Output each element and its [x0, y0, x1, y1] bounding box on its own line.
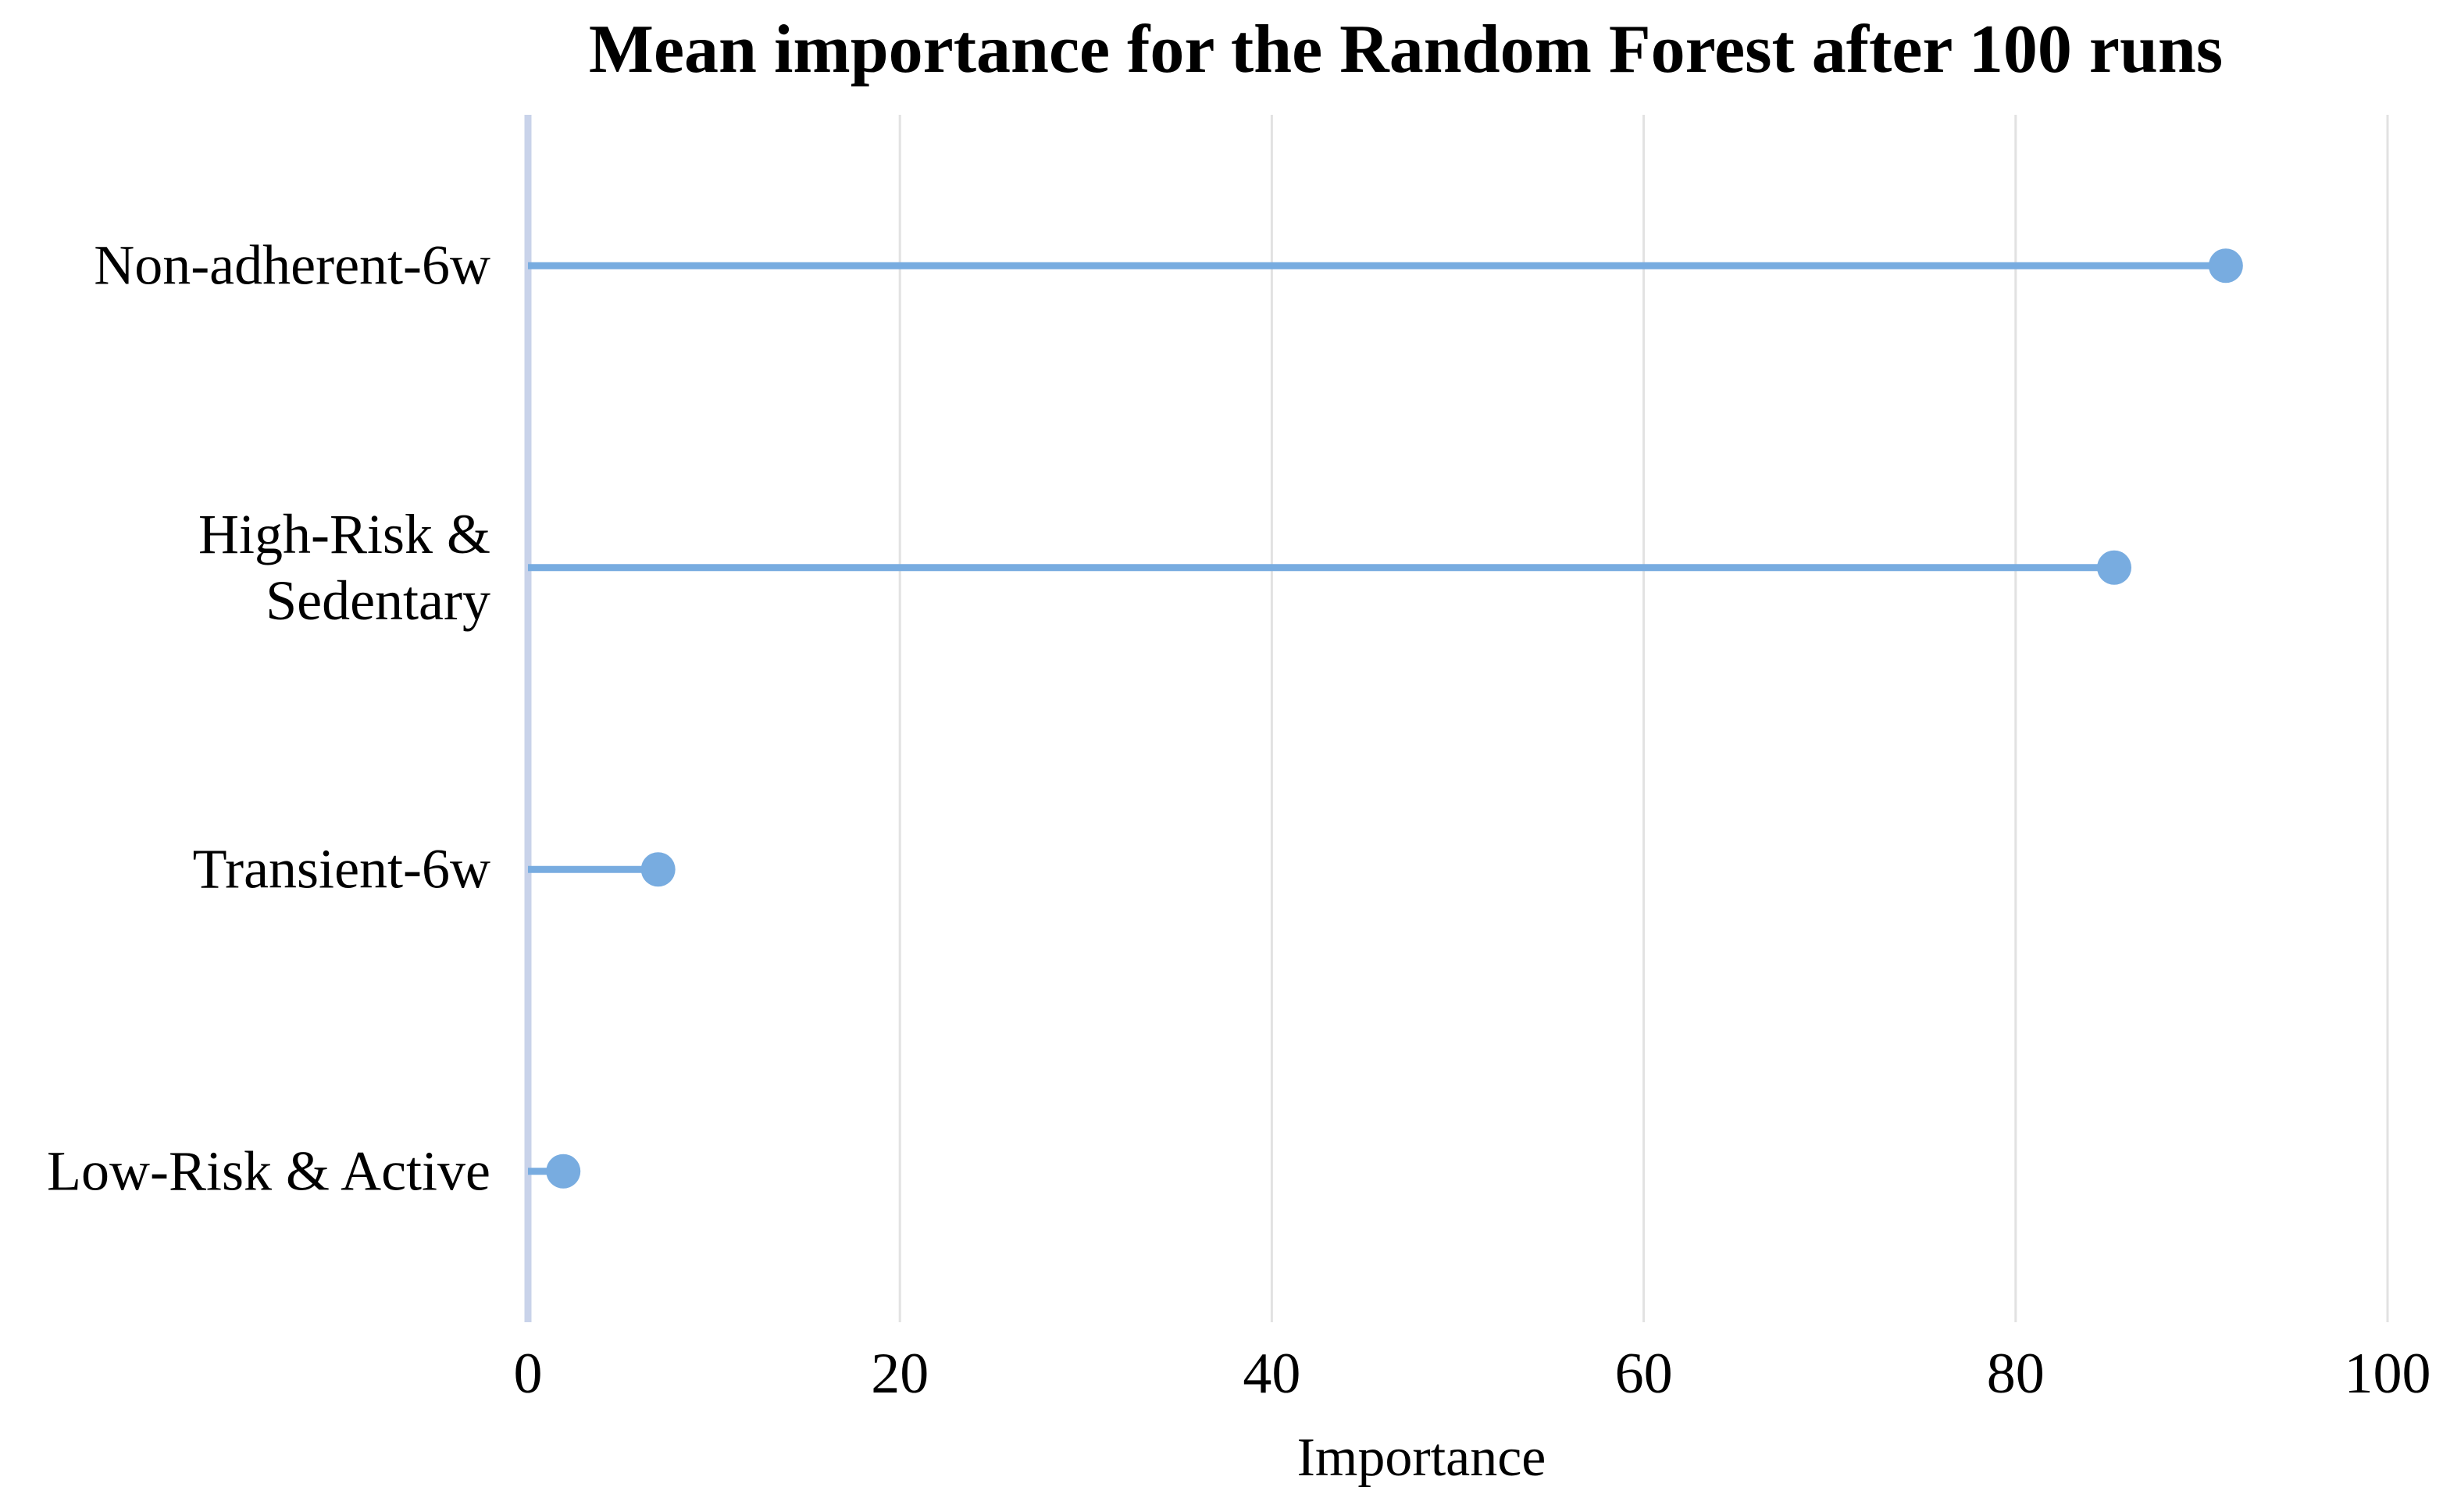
category-label-0: Non-adherent-6w — [94, 234, 490, 297]
category-label-1: High-Risk & Sedentary — [198, 502, 490, 632]
data-point-marker-2 — [640, 852, 676, 887]
chart-title: Mean importance for the Random Forest af… — [588, 12, 2224, 87]
x-tick-label-20: 20 — [871, 1342, 929, 1406]
data-point-marker-1 — [2096, 550, 2131, 585]
x-tick-label-100: 100 — [2344, 1342, 2431, 1406]
x-tick-label-80: 80 — [1986, 1342, 2045, 1406]
x-tick-label-40: 40 — [1243, 1342, 1301, 1406]
data-point-marker-3 — [546, 1154, 581, 1189]
category-label-3: Low-Risk & Active — [47, 1139, 490, 1203]
x-tick-label-60: 60 — [1614, 1342, 1673, 1406]
stems-and-markers — [528, 248, 2243, 1189]
x-tick-label-0: 0 — [513, 1342, 543, 1406]
x-axis-title: Importance — [1296, 1428, 1546, 1488]
gridlines — [524, 115, 2389, 1322]
category-label-2: Transient-6w — [192, 837, 490, 900]
data-point-marker-0 — [2208, 248, 2243, 284]
